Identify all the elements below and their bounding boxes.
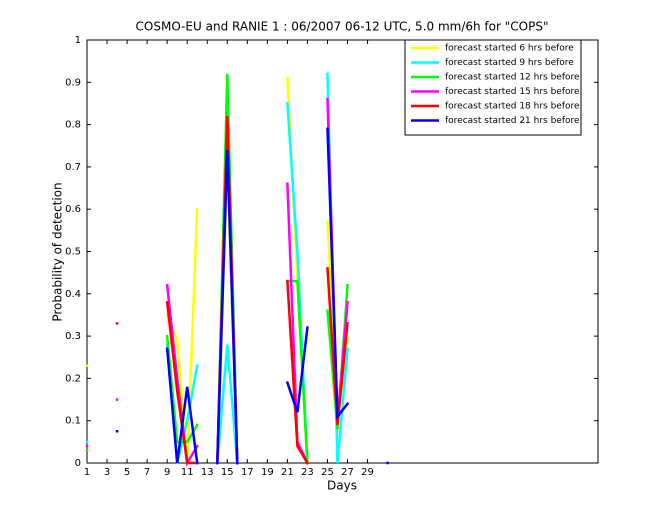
- x-tick-label: 21: [281, 467, 294, 478]
- y-tick-label: 0.6: [65, 204, 81, 215]
- legend-label: forecast started 15 hrs before: [445, 87, 580, 97]
- x-tick-label: 15: [221, 467, 234, 478]
- legend-label: forecast started 9 hrs before: [445, 58, 574, 68]
- y-tick-label: 0.3: [65, 331, 81, 342]
- x-tick-label: 1: [84, 467, 90, 478]
- y-tick-label: 0: [75, 458, 81, 469]
- y-tick-label: 0.5: [65, 247, 81, 258]
- legend-label: forecast started 6 hrs before: [445, 44, 574, 54]
- x-tick-label: 17: [241, 467, 254, 478]
- legend-box: [404, 39, 582, 136]
- y-tick-label: 0.9: [65, 77, 81, 88]
- legend-label: forecast started 18 hrs before: [445, 102, 580, 112]
- series-line: [85, 73, 349, 465]
- x-tick-label: 11: [181, 467, 194, 478]
- x-tick-label: 3: [104, 467, 110, 478]
- legend-label: forecast started 21 hrs before: [445, 116, 580, 126]
- x-axis-label: Days: [327, 479, 357, 493]
- x-tick-label: 9: [164, 467, 170, 478]
- chart-title: COSMO-EU and RANIE 1 : 06/2007 06-12 UTC…: [136, 20, 549, 34]
- x-tick-label: 23: [301, 467, 314, 478]
- y-tick-label: 1: [75, 35, 81, 46]
- series-line: [115, 127, 389, 465]
- x-tick-label: 19: [261, 467, 274, 478]
- y-axis-label: Probability of detection: [51, 182, 65, 321]
- x-tick-label: 13: [201, 467, 214, 478]
- x-tick-label: 7: [144, 467, 150, 478]
- y-tick-label: 0.1: [65, 416, 81, 427]
- y-tick-label: 0.8: [65, 120, 81, 131]
- y-tick-label: 0.4: [65, 289, 81, 300]
- x-tick-label: 25: [321, 467, 334, 478]
- y-tick-label: 0.2: [65, 373, 81, 384]
- y-tick-label: 0.7: [65, 162, 81, 173]
- x-tick-label: 29: [361, 467, 374, 478]
- legend-label: forecast started 12 hrs before: [445, 73, 580, 83]
- x-tick-label: 5: [124, 467, 130, 478]
- x-tick-label: 27: [341, 467, 354, 478]
